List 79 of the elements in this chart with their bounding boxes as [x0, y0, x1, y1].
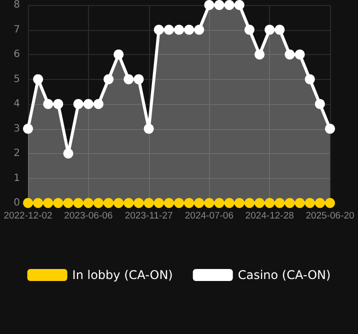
x-tick-label: 2024-12-28	[245, 210, 294, 222]
point	[73, 99, 84, 109]
point	[284, 50, 295, 60]
point	[234, 0, 244, 10]
point	[204, 0, 214, 10]
point	[93, 99, 104, 109]
point	[23, 124, 33, 134]
point	[204, 198, 214, 208]
point	[164, 24, 174, 35]
point	[184, 24, 194, 35]
y-tick-label: 1	[14, 172, 20, 184]
y-tick-label: 6	[14, 49, 20, 60]
point	[244, 24, 254, 35]
point	[224, 0, 234, 10]
point	[264, 198, 275, 208]
point	[264, 24, 275, 35]
point	[53, 198, 64, 208]
point	[83, 99, 94, 109]
point	[284, 198, 295, 208]
point	[325, 124, 335, 134]
point	[304, 74, 315, 84]
point	[124, 198, 134, 208]
point	[33, 198, 44, 208]
point	[214, 198, 224, 208]
x-tick-label: 2024-07-06	[184, 210, 234, 222]
point	[314, 99, 325, 109]
point	[114, 198, 124, 208]
point	[274, 198, 285, 208]
point	[104, 198, 114, 208]
point	[104, 74, 114, 84]
y-tick-label: 4	[14, 98, 20, 110]
point	[254, 50, 265, 60]
point	[134, 74, 144, 84]
point	[124, 74, 134, 84]
point	[144, 198, 154, 208]
point	[43, 99, 54, 109]
y-tick-label: 2	[14, 148, 20, 159]
point	[114, 50, 124, 60]
x-tick-label: 2023-06-06	[64, 210, 113, 222]
point	[154, 24, 164, 35]
point	[63, 148, 74, 158]
point	[274, 24, 285, 35]
point	[83, 198, 94, 208]
point	[294, 198, 305, 208]
legend-label: Casino (CA-ON)	[238, 268, 331, 282]
point	[244, 198, 254, 208]
y-tick-label: 3	[14, 123, 20, 134]
point	[154, 198, 164, 208]
point	[144, 124, 154, 134]
point	[43, 198, 54, 208]
point	[73, 198, 84, 208]
point	[254, 198, 265, 208]
point	[63, 198, 74, 208]
point	[23, 198, 33, 208]
point	[53, 99, 64, 109]
point	[33, 74, 44, 84]
point	[134, 198, 144, 208]
y-tick-label: 0	[14, 198, 20, 208]
y-tick-label: 5	[14, 74, 20, 85]
x-tick-label: 2025-06-20	[306, 210, 354, 222]
y-tick-label: 8	[14, 0, 20, 10]
y-tick-label: 7	[14, 24, 20, 36]
point	[174, 198, 184, 208]
point	[234, 198, 244, 208]
point	[164, 198, 174, 208]
legend-label: In lobby (CA-ON)	[72, 268, 173, 282]
point	[194, 24, 204, 35]
x-tick-label: 2023-11-27	[124, 210, 173, 222]
point	[294, 50, 305, 60]
point	[224, 198, 234, 208]
point	[184, 198, 194, 208]
point	[174, 24, 184, 35]
point	[93, 198, 104, 208]
point	[214, 0, 224, 10]
point	[325, 198, 335, 208]
point	[304, 198, 315, 208]
point	[314, 198, 325, 208]
x-tick-label: 2022-12-02	[4, 210, 52, 222]
point	[194, 198, 204, 208]
